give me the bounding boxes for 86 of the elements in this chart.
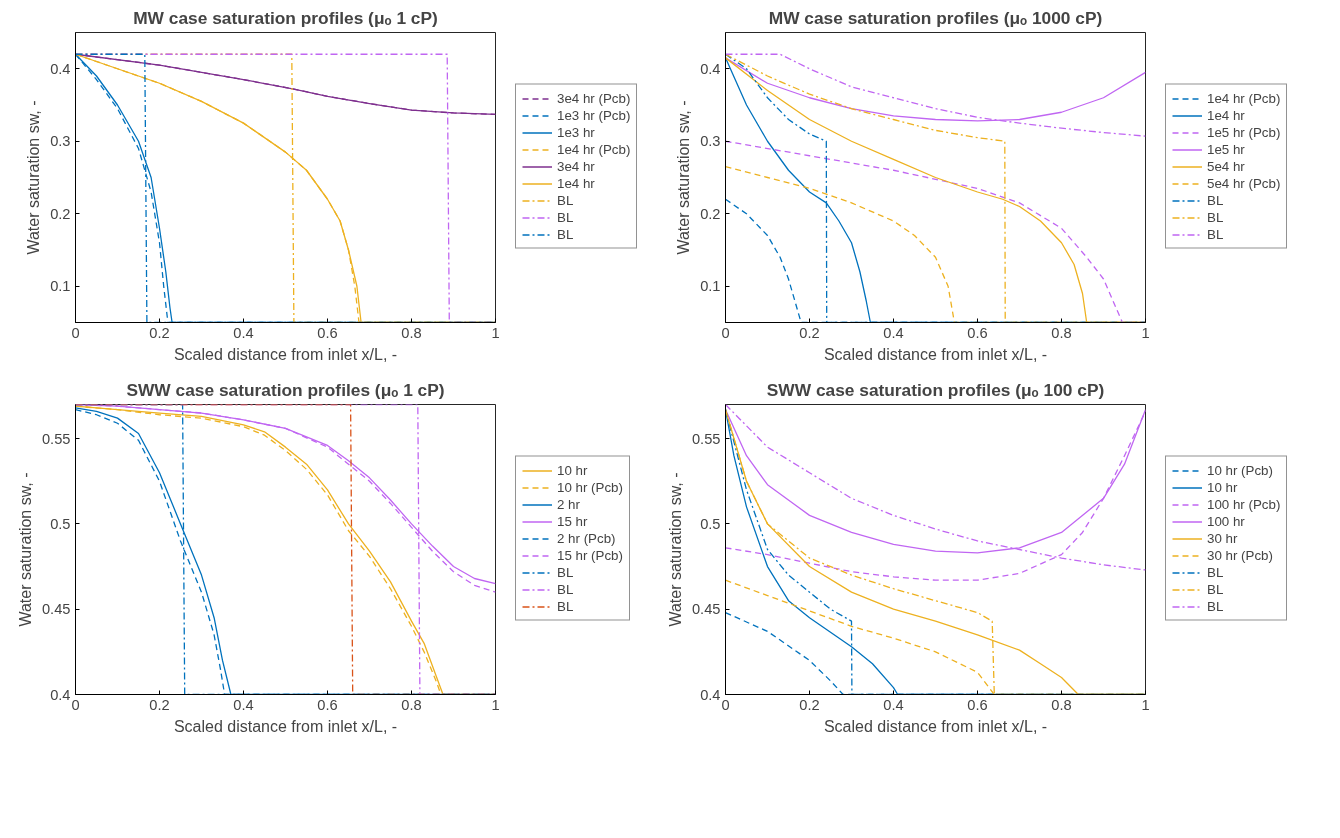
x-tick-label: 1 — [1141, 324, 1150, 341]
legend-label: 5e4 hr — [1207, 158, 1245, 174]
chart-title: SWW case saturation profiles (μₒ 1 cP) — [126, 379, 445, 400]
legend-label: 2 hr — [557, 496, 580, 512]
legend-label: BL — [1207, 598, 1225, 614]
x-tick-label: 0.4 — [883, 696, 904, 713]
y-tick-label: 0.45 — [691, 601, 721, 618]
y-axis-title: Water saturation sw, - — [666, 472, 684, 627]
y-tick-label: 0.1 — [700, 278, 721, 295]
y-tick-label: 0.45 — [41, 601, 71, 618]
y-tick-label: 0.1 — [50, 278, 71, 295]
legend-label: 1e3 hr — [557, 124, 595, 140]
x-tick-label: 0.8 — [401, 324, 422, 341]
legend-label: 10 hr — [557, 462, 588, 478]
x-tick-label: 0.6 — [967, 324, 988, 341]
y-tick-label: 0.4 — [50, 60, 71, 77]
legend-label: BL — [1207, 192, 1225, 208]
x-tick-label: 0.2 — [149, 324, 170, 341]
legend-label: 15 hr — [557, 513, 588, 529]
legend-label: 1e5 hr — [1207, 141, 1245, 157]
x-tick-label: 1 — [491, 324, 500, 341]
legend-label: BL — [557, 564, 575, 580]
legend-label: 1e4 hr (Pcb) — [1207, 90, 1281, 106]
legend-label: BL — [557, 192, 575, 208]
x-tick-label: 0.6 — [317, 696, 338, 713]
x-tick-label: 0 — [71, 696, 80, 713]
x-tick-label: 1 — [1141, 696, 1150, 713]
x-tick-label: 0 — [721, 324, 730, 341]
x-tick-label: 1 — [491, 696, 500, 713]
x-axis-title: Scaled distance from inlet x/L, - — [173, 717, 398, 735]
x-tick-label: 0.8 — [1051, 696, 1072, 713]
y-axis-title: Water saturation sw, - — [25, 100, 43, 255]
y-axis-title: Water saturation sw, - — [675, 100, 693, 255]
x-tick-label: 0.8 — [1051, 324, 1072, 341]
legend-label: 1e3 hr (Pcb) — [557, 107, 631, 123]
x-tick-label: 0.2 — [799, 324, 820, 341]
x-tick-label: 0.6 — [967, 696, 988, 713]
x-tick-label: 0.4 — [233, 324, 254, 341]
chart-title: SWW case saturation profiles (μₒ 100 cP) — [766, 379, 1105, 400]
legend-label: 5e4 hr (Pcb) — [1207, 175, 1281, 191]
legend-label: 30 hr — [1207, 530, 1238, 546]
legend-label: 3e4 hr — [557, 158, 595, 174]
y-axis-title: Water saturation sw, - — [16, 472, 34, 627]
x-axis-title: Scaled distance from inlet x/L, - — [173, 345, 398, 363]
y-tick-label: 0.5 — [700, 515, 721, 532]
legend-label: BL — [1207, 581, 1225, 597]
x-tick-label: 0.2 — [149, 696, 170, 713]
y-tick-label: 0.2 — [50, 205, 71, 222]
y-tick-label: 0.2 — [700, 205, 721, 222]
chart-title: MW case saturation profiles (μₒ 1000 cP) — [768, 7, 1103, 28]
x-tick-label: 0.8 — [401, 696, 422, 713]
legend-label: BL — [557, 226, 575, 242]
legend-label: BL — [557, 209, 575, 225]
legend-label: 15 hr (Pcb) — [557, 547, 623, 563]
legend-label: 10 hr (Pcb) — [557, 479, 623, 495]
legend-label: 1e4 hr — [1207, 107, 1245, 123]
y-tick-label: 0.55 — [691, 430, 721, 447]
legend-label: BL — [557, 598, 575, 614]
y-tick-label: 0.3 — [700, 133, 721, 150]
legend-label: 1e5 hr (Pcb) — [1207, 124, 1281, 140]
legend-label: BL — [1207, 209, 1225, 225]
y-tick-label: 0.4 — [700, 60, 721, 77]
legend-label: 10 hr — [1207, 479, 1238, 495]
legend-label: BL — [1207, 226, 1225, 242]
x-tick-label: 0.4 — [233, 696, 254, 713]
x-axis-title: Scaled distance from inlet x/L, - — [823, 717, 1048, 735]
legend-label: BL — [557, 581, 575, 597]
legend-label: 1e4 hr (Pcb) — [557, 141, 631, 157]
y-tick-label: 0.3 — [50, 133, 71, 150]
legend-label: 100 hr — [1207, 513, 1245, 529]
legend-label: 1e4 hr — [557, 175, 595, 191]
x-tick-label: 0.4 — [883, 324, 904, 341]
legend-label: 10 hr (Pcb) — [1207, 462, 1273, 478]
x-tick-label: 0 — [71, 324, 80, 341]
legend-label: 3e4 hr (Pcb) — [557, 90, 631, 106]
x-tick-label: 0.2 — [799, 696, 820, 713]
y-tick-label: 0.55 — [41, 430, 71, 447]
legend-label: BL — [1207, 564, 1225, 580]
legend-label: 100 hr (Pcb) — [1207, 496, 1281, 512]
y-tick-label: 0.5 — [50, 515, 71, 532]
x-tick-label: 0 — [721, 696, 730, 713]
chart-title: MW case saturation profiles (μₒ 1 cP) — [133, 7, 438, 28]
legend-label: 30 hr (Pcb) — [1207, 547, 1273, 563]
legend-label: 2 hr (Pcb) — [557, 530, 616, 546]
x-tick-label: 0.6 — [317, 324, 338, 341]
x-axis-title: Scaled distance from inlet x/L, - — [823, 345, 1048, 363]
